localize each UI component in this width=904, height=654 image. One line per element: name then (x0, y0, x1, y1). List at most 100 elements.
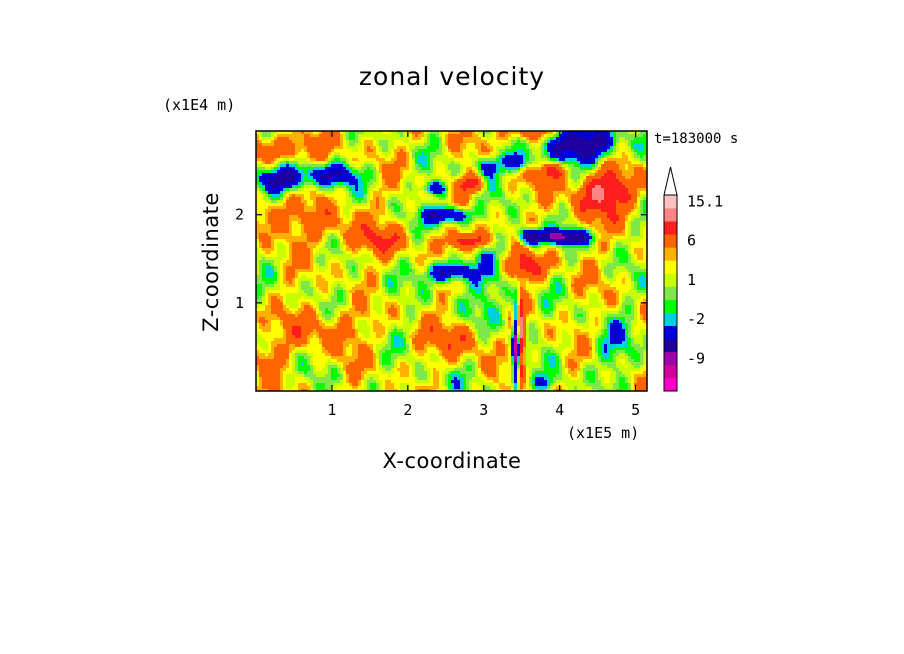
heatmap-cell (442, 206, 446, 210)
heatmap-cell (322, 197, 326, 201)
heatmap-cell (496, 206, 500, 210)
heatmap-cell (340, 140, 344, 144)
heatmap-cell (370, 203, 374, 207)
heatmap-cell (574, 206, 578, 210)
heatmap-cell (598, 173, 602, 177)
heatmap-cell (592, 140, 596, 144)
heatmap-cell (289, 146, 293, 150)
heatmap-cell (475, 149, 479, 153)
heatmap-cell (412, 239, 416, 243)
heatmap-cell (370, 188, 374, 192)
heatmap-cell (298, 164, 302, 168)
heatmap-cell (373, 212, 377, 216)
heatmap-cell (268, 221, 272, 225)
heatmap-cell (610, 200, 614, 204)
heatmap-cell (406, 167, 410, 171)
heatmap-cell (373, 176, 377, 180)
heatmap-cell (274, 164, 278, 168)
heatmap-cell (508, 188, 512, 192)
heatmap-cell (331, 134, 335, 138)
heatmap-cell (430, 215, 434, 219)
heatmap-cell (445, 209, 449, 213)
heatmap-cell (442, 218, 446, 222)
heatmap-cell (628, 212, 632, 216)
heatmap-cell (349, 185, 353, 189)
heatmap-cell (592, 194, 596, 198)
heatmap-cell (352, 242, 356, 246)
heatmap-cell (277, 179, 281, 183)
heatmap-cell (319, 143, 323, 147)
heatmap-cell (451, 179, 455, 183)
heatmap-cell (298, 230, 302, 234)
heatmap-cell (481, 143, 485, 147)
heatmap-cell (391, 221, 395, 225)
heatmap-cell (574, 212, 578, 216)
heatmap-cell (361, 185, 365, 189)
heatmap-cell (361, 236, 365, 240)
heatmap-cell (418, 188, 422, 192)
heatmap-cell (559, 203, 563, 207)
heatmap-cell (337, 215, 341, 219)
heatmap-cell (619, 134, 623, 138)
heatmap-cell (625, 188, 629, 192)
heatmap-cell (355, 155, 359, 159)
heatmap-cell (319, 149, 323, 153)
heatmap-cell (313, 200, 317, 204)
heatmap-cell (511, 218, 515, 222)
heatmap-cell (505, 131, 509, 135)
heatmap-cell (370, 173, 374, 177)
heatmap-cell (379, 209, 383, 213)
heatmap-cell (481, 167, 485, 171)
heatmap-cell (499, 149, 503, 153)
heatmap-cell (463, 164, 467, 168)
heatmap-cell (334, 236, 338, 240)
heatmap-cell (571, 131, 575, 135)
heatmap-cell (451, 230, 455, 234)
heatmap-cell (595, 152, 599, 156)
heatmap-cell (580, 161, 584, 165)
heatmap-cell (274, 200, 278, 204)
heatmap-cell (625, 233, 629, 237)
heatmap-cell (610, 152, 614, 156)
heatmap-cell (256, 218, 260, 222)
heatmap-cell (400, 242, 404, 246)
heatmap-cell (628, 152, 632, 156)
heatmap-cell (376, 200, 380, 204)
heatmap-cell (343, 134, 347, 138)
heatmap-cell (589, 155, 593, 159)
heatmap-cell (553, 227, 557, 231)
heatmap-cell (487, 206, 491, 210)
heatmap-cell (619, 221, 623, 225)
heatmap-cell (424, 224, 428, 228)
heatmap-cell (541, 206, 545, 210)
heatmap-cell (538, 140, 542, 144)
heatmap-cell (259, 179, 263, 183)
heatmap-cell (511, 200, 515, 204)
heatmap-cell (478, 131, 482, 135)
heatmap-cell (304, 188, 308, 192)
heatmap-cell (469, 161, 473, 165)
heatmap-cell (298, 221, 302, 225)
heatmap-cell (259, 209, 263, 213)
heatmap-cell (502, 161, 506, 165)
heatmap-cell (313, 134, 317, 138)
heatmap-cell (430, 164, 434, 168)
heatmap-cell (334, 143, 338, 147)
heatmap-cell (625, 236, 629, 240)
heatmap-cell (412, 131, 416, 135)
heatmap-cell (475, 227, 479, 231)
heatmap-cell (298, 242, 302, 246)
heatmap-cell (526, 164, 530, 168)
heatmap-cell (640, 137, 644, 141)
heatmap-cell (313, 194, 317, 198)
heatmap-cell (343, 197, 347, 201)
heatmap-cell (394, 152, 398, 156)
heatmap-cell (451, 176, 455, 180)
heatmap-cell (394, 233, 398, 237)
heatmap-cell (562, 167, 566, 171)
heatmap-cell (331, 158, 335, 162)
heatmap-cell (301, 167, 305, 171)
heatmap-cell (334, 170, 338, 174)
heatmap-cell (421, 209, 425, 213)
heatmap-cell (478, 158, 482, 162)
